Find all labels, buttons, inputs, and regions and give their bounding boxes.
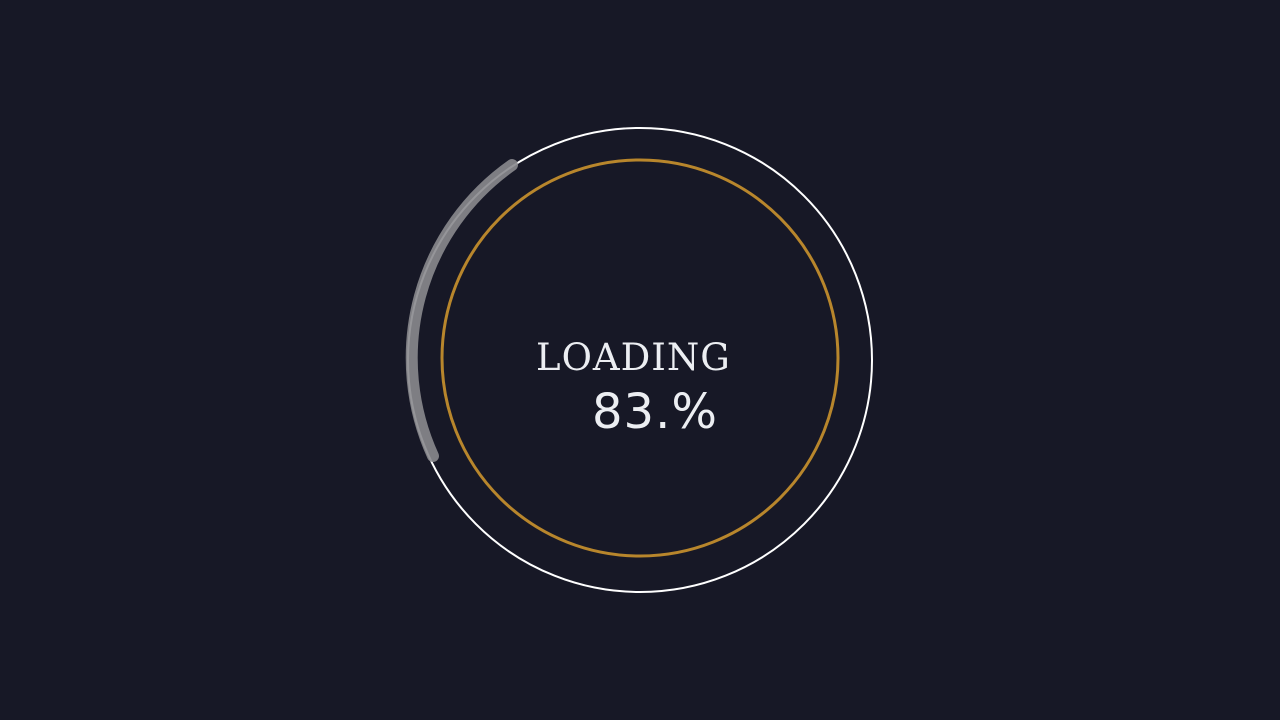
inner-progress-ring xyxy=(440,158,840,558)
progress-percent: 83.% xyxy=(592,384,718,440)
loader-label-block: LOADING 83.% xyxy=(536,336,746,446)
spinner-arc xyxy=(405,159,518,462)
loading-label: LOADING xyxy=(536,336,731,379)
